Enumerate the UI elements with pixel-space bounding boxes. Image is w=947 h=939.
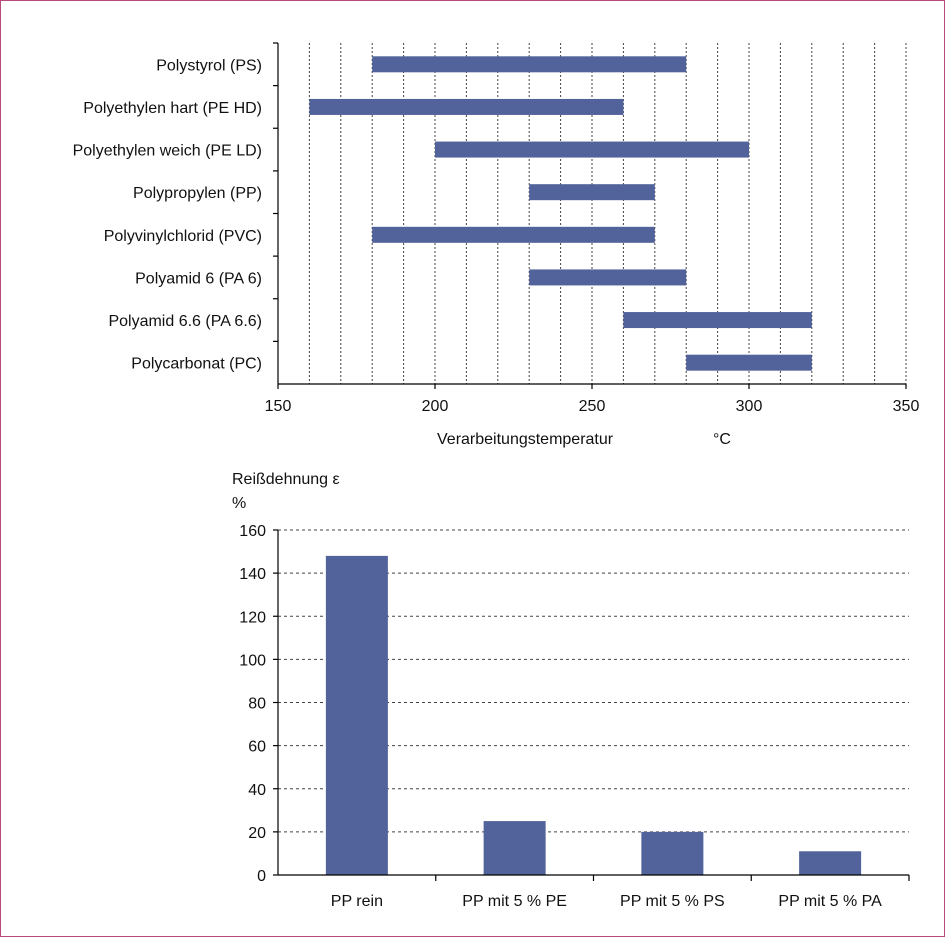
chart2-category-label: PP mit 5 % PA: [778, 893, 882, 910]
chart2-y-tick-label: 120: [239, 609, 266, 626]
chart1-x-axis-unit: °C: [713, 431, 731, 448]
value-bar: [799, 851, 862, 875]
chart2-y-tick-label: 20: [248, 825, 266, 842]
range-bar: [435, 141, 749, 158]
chart1-x-tick-label: 250: [579, 398, 606, 415]
category-label: Polyamid 6 (PA 6): [135, 270, 262, 287]
processing-temperature-chart: Polystyrol (PS) Polyethylen hart (PE HD) P…: [73, 42, 920, 448]
chart2-category-label: PP mit 5 % PE: [462, 893, 567, 910]
category-label: Polyethylen hart (PE HD): [83, 100, 262, 117]
chart1-x-tick-label: 150: [265, 398, 292, 415]
value-bar: [641, 831, 704, 875]
chart2-y-tick-label: 40: [248, 782, 266, 799]
range-bar: [529, 184, 655, 201]
range-bar: [686, 354, 812, 371]
range-bar: [372, 56, 687, 73]
elongation-chart: 0 20 40 60 80 100 120 140 160 PP rein PP mit 5 % …: [232, 471, 910, 910]
chart1-x-tick-label: 350: [893, 398, 920, 415]
chart2-y-tick-label: 160: [239, 523, 266, 540]
chart2-y-axis-unit: %: [232, 495, 246, 512]
range-bar: [623, 312, 812, 329]
chart2-category-label: PP rein: [331, 893, 383, 910]
chart1-x-tick-label: 200: [422, 398, 449, 415]
chart2-y-tick-label: 100: [239, 652, 266, 669]
chart2-y-tick-label: 140: [239, 566, 266, 583]
chart1-x-tick-label: 300: [736, 398, 763, 415]
chart1-x-axis-label: Verarbeitungstemperatur: [437, 431, 614, 448]
chart2-y-tick-label: 0: [257, 868, 266, 885]
category-label: Polyamid 6.6 (PA 6.6): [108, 313, 262, 330]
category-label: Polypropylen (PP): [133, 185, 262, 202]
range-bar: [529, 269, 687, 286]
range-bar: [372, 226, 655, 243]
chart2-y-tick-label: 60: [248, 739, 266, 756]
range-bar: [309, 98, 624, 115]
category-label: Polyvinylchlorid (PVC): [104, 228, 262, 245]
value-bar: [325, 555, 388, 875]
category-label: Polyethylen weich (PE LD): [73, 143, 262, 160]
value-bar: [483, 821, 546, 875]
category-label: Polystyrol (PS): [156, 57, 262, 74]
chart2-category-label: PP mit 5 % PS: [620, 893, 725, 910]
chart2-y-tick-label: 80: [248, 696, 266, 713]
category-label: Polycarbonat (PC): [131, 356, 262, 373]
chart2-y-axis-label: Reißdehnung ε: [232, 471, 340, 488]
